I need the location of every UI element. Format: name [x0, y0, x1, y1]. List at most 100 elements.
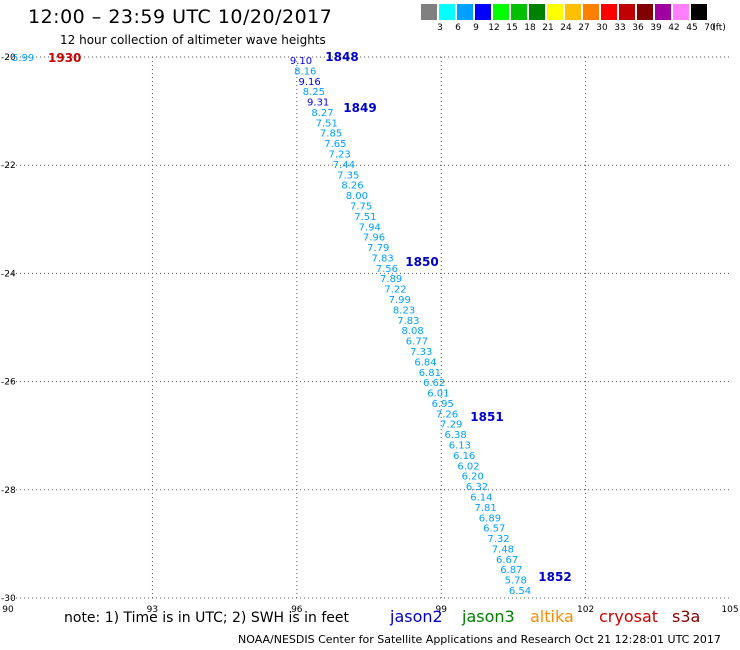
- wave-height-value: 8.26: [341, 181, 363, 192]
- wave-height-value: 7.99: [389, 295, 411, 306]
- wave-height-value: 6.87: [500, 565, 522, 576]
- legend-swatch: [565, 4, 581, 20]
- chart-title: 12:00 – 23:59 UTC 10/20/2017: [28, 6, 333, 28]
- wave-height-value: 8.25: [303, 87, 325, 98]
- legend-swatch: [439, 4, 455, 20]
- legend-swatch: [529, 4, 545, 20]
- wave-height-value: 8.23: [393, 305, 415, 316]
- map-grid: [8, 56, 730, 599]
- y-tick-label: -20: [1, 53, 16, 63]
- wave-height-value: 6.38: [444, 430, 466, 441]
- wave-height-value: 7.75: [350, 201, 372, 212]
- wave-height-value: 6.01: [427, 389, 449, 400]
- legend-jason3: jason3: [462, 607, 515, 626]
- pass-number-label: 1850: [405, 255, 438, 269]
- legend-swatch: [511, 4, 527, 20]
- legend-swatch: [619, 4, 635, 20]
- legend-label: 15: [506, 23, 518, 33]
- x-tick-label: 90: [2, 605, 14, 615]
- wave-height-value: 7.94: [359, 222, 381, 233]
- wave-height-value: 8.16: [294, 66, 316, 77]
- cryosat-value: 5.99: [12, 53, 34, 64]
- legend-cryosat: cryosat: [599, 607, 659, 626]
- legend-label: 36: [632, 23, 644, 33]
- footer-credit: NOAA/NESDIS Center for Satellite Applica…: [238, 633, 721, 646]
- legend-label: 3: [437, 23, 443, 33]
- legend-swatch: [637, 4, 653, 20]
- wave-height-value: 6.84: [414, 357, 436, 368]
- pass-number-label: 1848: [325, 50, 358, 64]
- wave-height-value: 7.29: [440, 420, 462, 431]
- legend-label: 6: [455, 23, 461, 33]
- legend-label: 33: [614, 23, 626, 33]
- wave-height-value: 7.23: [329, 150, 351, 161]
- wave-height-value: 9.31: [307, 98, 329, 109]
- wave-height-value: 7.56: [376, 264, 398, 275]
- wave-height-value: 7.35: [337, 170, 359, 181]
- legend-label: 39: [650, 23, 662, 33]
- pass-number-label: 1849: [343, 101, 376, 115]
- legend-jason2: jason2: [390, 607, 443, 626]
- legend-swatch: [493, 4, 509, 20]
- legend-label: 21: [542, 23, 554, 33]
- wave-height-value: 7.83: [371, 253, 393, 264]
- legend-label: 24: [560, 23, 572, 33]
- legend-label: 18: [524, 23, 536, 33]
- wave-height-value: 7.33: [410, 347, 432, 358]
- pass-number-label: 1851: [470, 410, 503, 424]
- wave-height-value: 7.83: [397, 316, 419, 327]
- legend-label: 30: [596, 23, 608, 33]
- wave-height-value: 7.79: [367, 243, 389, 254]
- wave-height-value: 7.81: [475, 503, 497, 514]
- legend-label: 27: [578, 23, 590, 33]
- satellite-track: 9.108.169.168.259.318.27 7.51 7.857.657.23…: [12, 50, 572, 597]
- wave-height-value: 6.81: [419, 368, 441, 379]
- y-tick-label: -28: [1, 486, 16, 496]
- legend-swatch: [475, 4, 491, 20]
- x-tick-label: 105: [721, 605, 738, 615]
- wave-height-value: 8.27: [311, 108, 333, 119]
- legend-label: 45: [686, 23, 698, 33]
- wave-height-value: 7.65: [324, 139, 346, 150]
- wave-height-value: 6.57: [483, 524, 505, 535]
- y-tick-label: -30: [1, 594, 16, 604]
- chart-subtitle: 12 hour collection of altimeter wave hei…: [60, 33, 326, 47]
- wave-height-value: 9.10: [290, 56, 312, 67]
- wave-height-value: 7.89: [380, 274, 402, 285]
- legend-swatch: [457, 4, 473, 20]
- legend-swatch: [691, 4, 707, 20]
- legend-label: 9: [473, 23, 479, 33]
- wave-height-value: 8.08: [402, 326, 424, 337]
- legend-swatch: [583, 4, 599, 20]
- legend-s3a: s3a: [672, 607, 701, 626]
- legend-swatch: [421, 4, 437, 20]
- wave-height-value: 6.62: [423, 378, 445, 389]
- wave-height-value: 6.89: [479, 513, 501, 524]
- legend-altika: altika: [530, 607, 574, 626]
- pass-number-label: 1852: [538, 570, 571, 584]
- wave-height-value: 6.16: [453, 451, 475, 462]
- legend-swatch: [547, 4, 563, 20]
- wave-height-value: 6.95: [432, 399, 454, 410]
- wave-height-value: 8.00: [346, 191, 368, 202]
- cryosat-pass-label: 1930: [48, 51, 81, 65]
- wave-height-value: 6.32: [466, 482, 488, 493]
- wave-height-value: 6.77: [406, 337, 428, 348]
- wave-height-value: 6.67: [496, 555, 518, 566]
- wave-height-value: 6.54: [509, 586, 531, 597]
- wave-height-value: 6.02: [457, 461, 479, 472]
- x-tick-label: 93: [147, 605, 158, 615]
- y-tick-label: -26: [1, 378, 16, 388]
- wave-height-value: 7.44: [333, 160, 355, 171]
- wave-height-value: 7.51: [354, 212, 376, 223]
- wave-height-value: 7.85: [320, 129, 342, 140]
- legend-label: 42: [668, 23, 680, 33]
- wave-height-value: 5.78: [505, 576, 527, 587]
- x-tick-label: 96: [291, 605, 303, 615]
- wave-height-value: 6.13: [449, 441, 471, 452]
- wave-height-value: 7.22: [384, 285, 406, 296]
- legend-label: 70: [704, 23, 716, 33]
- wave-height-value: 9.16: [298, 77, 320, 88]
- x-tick-label: 102: [577, 605, 594, 615]
